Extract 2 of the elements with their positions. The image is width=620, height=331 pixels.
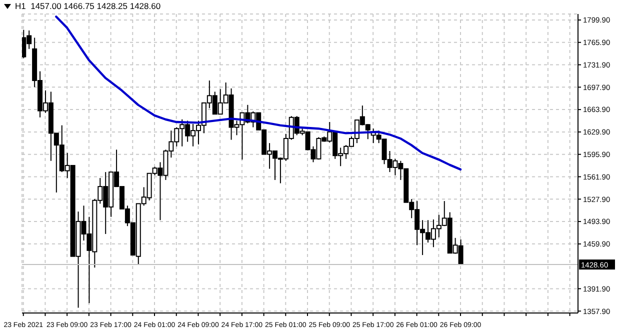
chart-title: H1 1457.00 1466.75 1428.25 1428.60 [15, 1, 161, 11]
line-series [55, 16, 462, 171]
